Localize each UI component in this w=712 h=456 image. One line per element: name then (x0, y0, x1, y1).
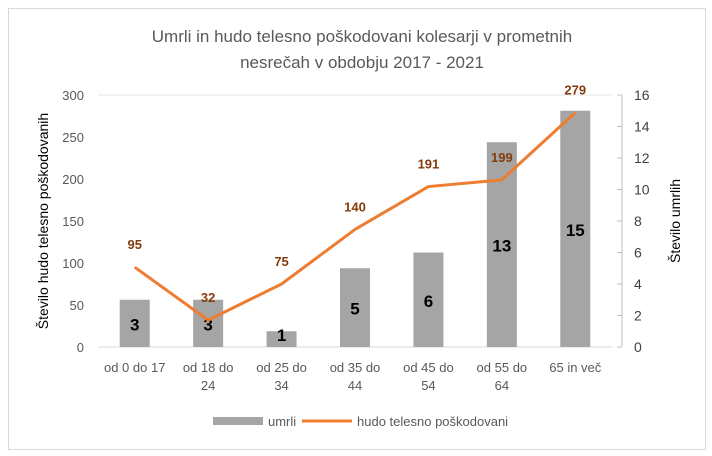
legend-label-hudo: hudo telesno poškodovani (357, 414, 508, 429)
y-right-tick-label: 2 (634, 308, 642, 324)
x-tick-label: od 35 do (330, 360, 381, 375)
x-tick-label: od 45 do (403, 360, 454, 375)
y-right-tick-label: 4 (634, 276, 642, 292)
line-data-label: 199 (491, 150, 513, 165)
x-tick-label: 65 in več (549, 360, 602, 375)
legend-bar-swatch (213, 417, 263, 425)
y-left-tick-label: 150 (62, 214, 84, 229)
y-right-tick-label: 10 (634, 182, 650, 198)
x-tick-label: od 18 do (183, 360, 234, 375)
y-left-tick-label: 200 (62, 172, 84, 187)
bar-umrli (340, 268, 370, 347)
x-tick-label: od 0 do 17 (104, 360, 165, 375)
x-tick-label: 34 (274, 378, 288, 393)
bar-umrli (413, 252, 444, 347)
bar-data-label: 13 (492, 237, 511, 256)
y-right-tick-label: 8 (634, 213, 642, 229)
y-right-tick-label: 16 (634, 87, 650, 103)
chart-title: nesrečah v obdobju 2017 - 2021 (240, 53, 484, 72)
bar-data-label: 15 (566, 221, 585, 240)
y-right-axis-title: Število umrlih (667, 179, 683, 263)
y-left-tick-label: 100 (62, 256, 84, 271)
line-data-label: 95 (127, 237, 141, 252)
x-tick-label: 44 (348, 378, 362, 393)
y-left-tick-label: 0 (77, 340, 84, 355)
bar-umrli (193, 299, 224, 347)
y-right-tick-label: 6 (634, 245, 642, 261)
y-left-tick-label: 300 (62, 88, 84, 103)
bar-data-label: 3 (203, 315, 212, 334)
line-data-label: 279 (564, 83, 586, 98)
line-hudo-telesno-poskodovani (133, 111, 577, 322)
y-left-tick-label: 250 (62, 130, 84, 145)
y-right-tick-label: 12 (634, 150, 650, 166)
y-left-axis-title: Število hudo telesno poškodovanih (35, 113, 51, 329)
line-data-label: 75 (274, 254, 288, 269)
x-tick-label: od 55 do (477, 360, 528, 375)
x-tick-label: 64 (495, 378, 509, 393)
y-right-tick-label: 0 (634, 339, 642, 355)
y-right-tick-label: 14 (634, 119, 650, 135)
bar-umrli (266, 331, 297, 347)
x-tick-label: od 25 do (256, 360, 307, 375)
bar-data-label: 5 (350, 300, 359, 319)
line-data-label: 191 (418, 157, 440, 172)
x-tick-label: 24 (201, 378, 215, 393)
bar-data-label: 1 (277, 326, 286, 345)
bar-umrli (486, 142, 517, 347)
chart-title: Umrli in hudo telesno poškodovani kolesa… (152, 27, 573, 46)
bar-data-label: 3 (130, 315, 139, 334)
bar-data-label: 6 (424, 292, 433, 311)
y-left-tick-label: 50 (70, 298, 84, 313)
line-data-label: 140 (344, 199, 366, 214)
bar-umrli (119, 299, 150, 347)
line-data-label: 32 (201, 290, 215, 305)
x-tick-label: 54 (421, 378, 435, 393)
legend-label-umrli: umrli (268, 414, 296, 429)
bar-umrli (560, 110, 591, 347)
